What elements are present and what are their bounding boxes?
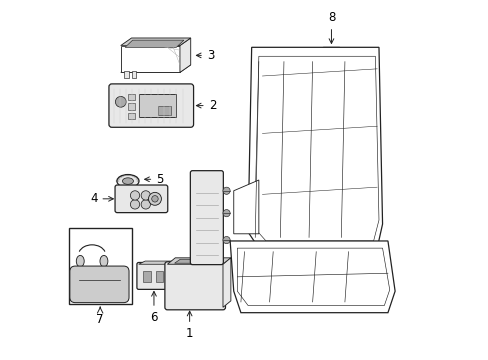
Polygon shape xyxy=(167,258,230,264)
Bar xyxy=(155,271,163,282)
Text: 8: 8 xyxy=(327,11,334,44)
FancyBboxPatch shape xyxy=(70,266,129,303)
Polygon shape xyxy=(121,45,180,72)
Bar xyxy=(69,228,131,304)
Ellipse shape xyxy=(117,175,139,188)
Ellipse shape xyxy=(100,255,108,267)
Text: 2: 2 xyxy=(196,99,216,112)
Bar xyxy=(128,103,135,110)
FancyBboxPatch shape xyxy=(190,171,223,265)
Polygon shape xyxy=(121,38,190,45)
Bar xyxy=(124,71,128,78)
Circle shape xyxy=(223,187,230,194)
Bar xyxy=(131,71,136,78)
Circle shape xyxy=(141,200,150,209)
FancyBboxPatch shape xyxy=(109,84,193,127)
Text: 6: 6 xyxy=(150,292,157,324)
Bar xyxy=(128,113,135,119)
Circle shape xyxy=(223,237,230,244)
Polygon shape xyxy=(139,261,175,264)
Circle shape xyxy=(223,210,230,217)
Ellipse shape xyxy=(122,178,133,184)
Polygon shape xyxy=(169,261,175,288)
FancyBboxPatch shape xyxy=(115,185,167,213)
Circle shape xyxy=(148,192,161,205)
Circle shape xyxy=(151,195,158,202)
Polygon shape xyxy=(233,180,258,234)
Text: 3: 3 xyxy=(196,49,214,62)
Polygon shape xyxy=(223,258,230,307)
Bar xyxy=(128,94,135,100)
Bar xyxy=(139,94,176,117)
Text: 1: 1 xyxy=(185,311,193,340)
Polygon shape xyxy=(121,65,190,72)
Polygon shape xyxy=(174,259,221,263)
Text: 7: 7 xyxy=(96,313,103,326)
Circle shape xyxy=(141,191,150,200)
Circle shape xyxy=(115,96,126,107)
Bar xyxy=(158,107,171,116)
Polygon shape xyxy=(317,47,344,80)
Circle shape xyxy=(130,191,140,200)
Polygon shape xyxy=(247,47,382,248)
Polygon shape xyxy=(180,38,190,72)
Polygon shape xyxy=(125,40,183,47)
FancyBboxPatch shape xyxy=(164,262,225,310)
Ellipse shape xyxy=(76,255,84,267)
Text: 5: 5 xyxy=(144,173,163,186)
FancyBboxPatch shape xyxy=(137,262,171,289)
Bar xyxy=(142,271,151,282)
Text: 4: 4 xyxy=(90,192,113,205)
Polygon shape xyxy=(230,241,394,313)
Circle shape xyxy=(130,200,140,209)
